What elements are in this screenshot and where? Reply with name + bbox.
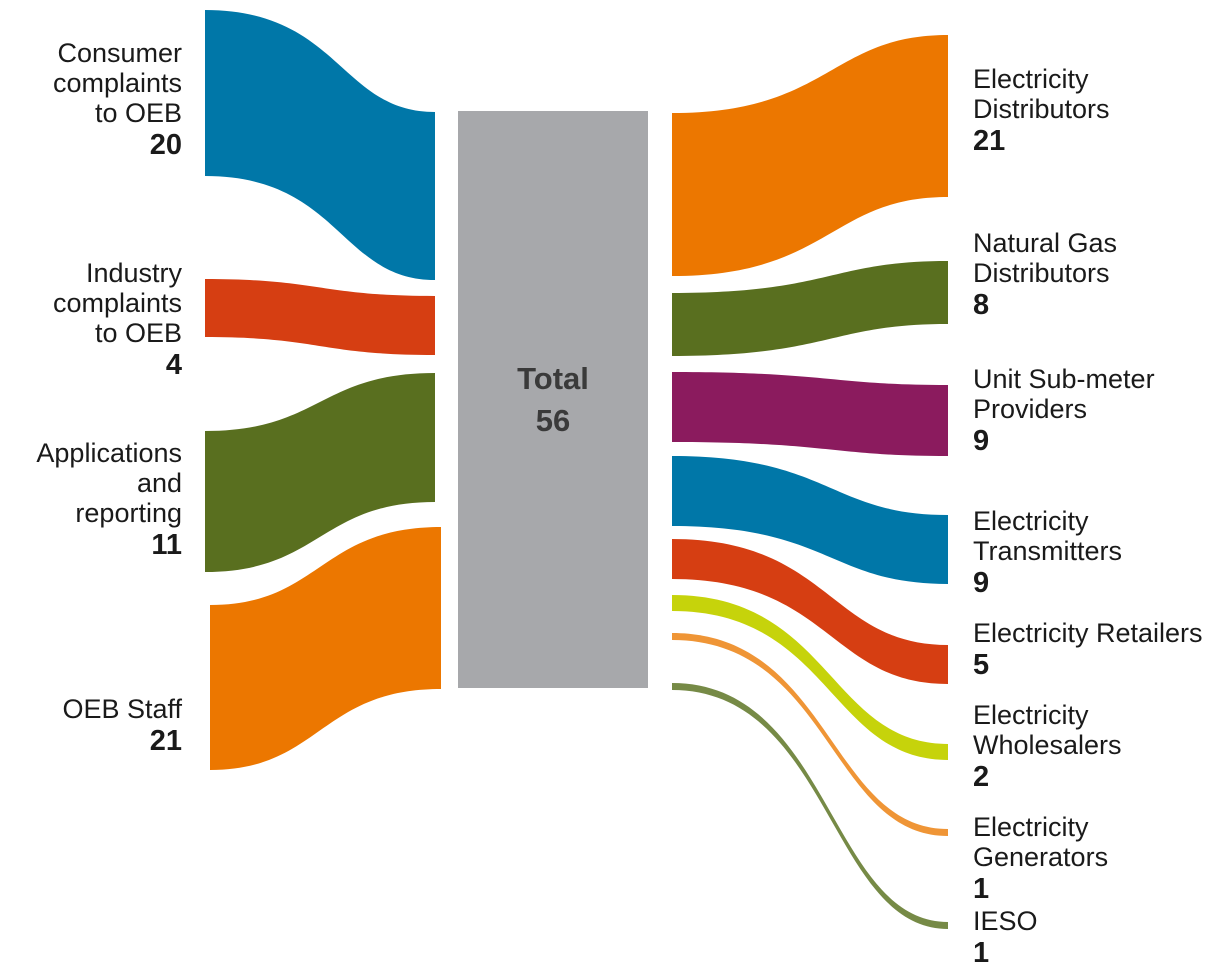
source-label: Consumer complaints to OEB <box>52 38 182 128</box>
source-label: Industry complaints to OEB <box>52 258 182 348</box>
flow-applications-reporting <box>205 373 435 572</box>
target-natural-gas-distributors: Natural Gas Distributors 8 <box>973 228 1223 322</box>
source-value: 20 <box>149 129 182 161</box>
flow-oeb-staff <box>210 527 441 770</box>
target-value: 1 <box>973 873 990 905</box>
source-value: 21 <box>149 725 182 757</box>
target-value: 9 <box>973 567 990 599</box>
target-label: Electricity Retailers <box>973 618 1203 648</box>
flow-electricity-distributors <box>672 35 948 276</box>
flow-electricity-transmitters <box>672 456 948 584</box>
source-oeb-staff: OEB Staff 21 <box>20 694 182 758</box>
target-label: Unit Sub-meter Providers <box>973 364 1155 424</box>
target-label: Electricity Transmitters <box>973 506 1123 566</box>
target-electricity-transmitters: Electricity Transmitters 9 <box>973 506 1223 600</box>
flow-electricity-retailers <box>672 539 948 684</box>
total-label: Total <box>517 361 589 396</box>
target-electricity-wholesalers: Electricity Wholesalers 2 <box>973 700 1223 794</box>
target-electricity-distributors: Electricity Distributors 21 <box>973 64 1223 158</box>
source-industry-complaints: Industry complaints to OEB 4 <box>20 258 182 382</box>
source-value: 4 <box>165 349 182 381</box>
source-consumer-complaints: Consumer complaints to OEB 20 <box>20 38 182 162</box>
source-value: 11 <box>151 529 182 561</box>
source-label: OEB Staff <box>62 694 182 724</box>
source-label: Applications and reporting <box>36 438 182 528</box>
target-ieso: IESO 1 <box>973 906 1223 970</box>
target-label: Natural Gas Distributors <box>973 228 1118 288</box>
target-value: 9 <box>973 425 990 457</box>
target-value: 1 <box>973 937 990 969</box>
total-bar <box>458 111 648 688</box>
flow-natural-gas-distributors <box>672 261 948 356</box>
target-label: Electricity Wholesalers <box>973 700 1122 760</box>
target-value: 2 <box>973 761 990 793</box>
target-unit-sub-meter-providers: Unit Sub-meter Providers 9 <box>973 364 1223 458</box>
flow-electricity-wholesalers <box>672 595 948 760</box>
source-applications-reporting: Applications and reporting 11 <box>4 438 182 562</box>
flow-ieso <box>672 683 948 929</box>
target-label: Electricity Distributors <box>973 64 1110 124</box>
total-node: Total 56 <box>458 111 648 688</box>
flow-consumer-complaints <box>205 10 435 280</box>
total-value: 56 <box>535 403 571 438</box>
target-value: 5 <box>973 649 990 681</box>
target-value: 8 <box>973 289 990 321</box>
flow-industry-complaints <box>205 279 435 355</box>
target-label: Electricity Generators <box>973 812 1109 872</box>
target-value: 21 <box>973 125 1006 157</box>
flow-unit-sub-meter-providers <box>672 372 948 456</box>
target-label: IESO <box>973 906 1038 936</box>
target-electricity-retailers: Electricity Retailers 5 <box>973 618 1229 682</box>
target-electricity-generators: Electricity Generators 1 <box>973 812 1223 906</box>
